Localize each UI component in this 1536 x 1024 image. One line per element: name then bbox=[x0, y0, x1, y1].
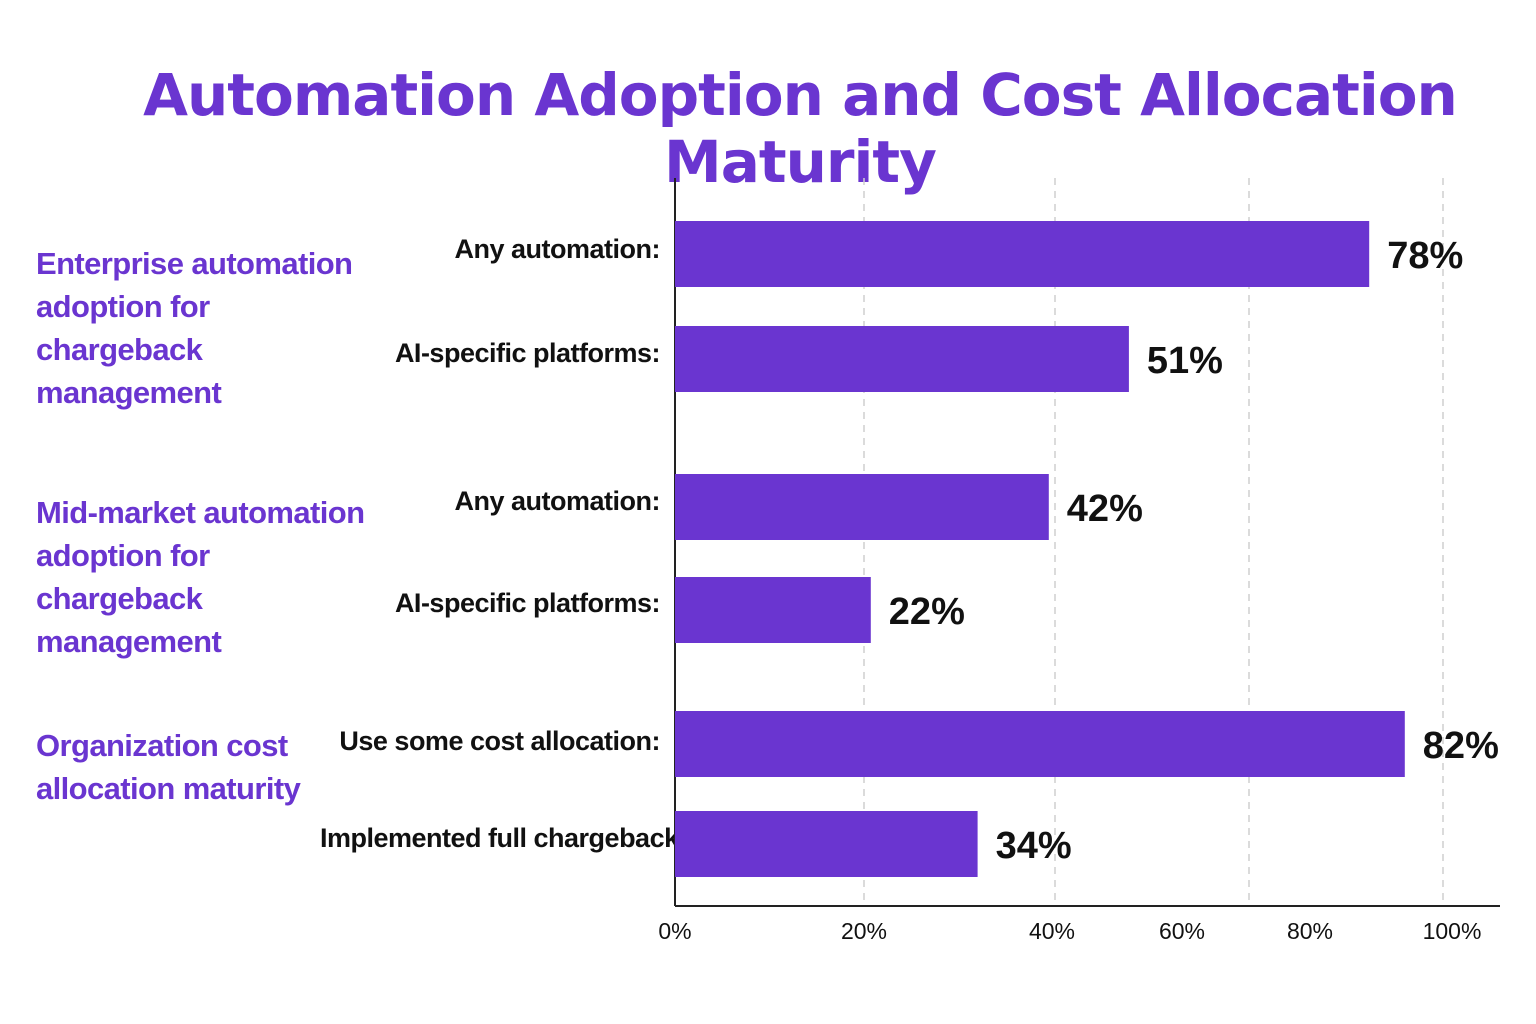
bar-value-label: 34% bbox=[996, 825, 1072, 867]
x-tick-label: 40% bbox=[1028, 918, 1076, 944]
bar-value-label: 78% bbox=[1387, 235, 1463, 277]
bar bbox=[675, 577, 871, 643]
bar bbox=[675, 711, 1405, 777]
bar bbox=[675, 326, 1129, 392]
group-label-enterprise: Enterprise automation adoption for charg… bbox=[36, 246, 353, 410]
bar-label-enterprise-ai: AI-specific platforms: bbox=[394, 338, 661, 368]
x-tick-label: 60% bbox=[1158, 918, 1206, 944]
group-label-mid-market: Mid-market automation adoption for charg… bbox=[36, 495, 365, 659]
bar bbox=[675, 474, 1049, 540]
bar-value-label: 51% bbox=[1147, 340, 1223, 382]
bar-value-label: 82% bbox=[1423, 725, 1499, 767]
group-label-cost-allocation: Organization cost allocation maturity bbox=[36, 728, 301, 806]
bar-label-enterprise-any: Any automation: bbox=[454, 234, 661, 264]
chart-title: Automation Adoption and Cost Allocation … bbox=[143, 61, 1458, 196]
bar-value-label: 42% bbox=[1067, 488, 1143, 530]
bar-label-midmarket-ai: AI-specific platforms: bbox=[394, 588, 661, 618]
bar-label-full-chargeback: Implemented full chargeback: bbox=[320, 823, 688, 853]
x-tick-label: 80% bbox=[1286, 918, 1334, 944]
bar-label-some-cost-allocation: Use some cost allocation: bbox=[339, 726, 660, 756]
bar-value-label: 22% bbox=[889, 591, 965, 633]
bar-label-midmarket-any: Any automation: bbox=[454, 486, 661, 516]
bar bbox=[675, 811, 978, 877]
bar bbox=[675, 221, 1370, 287]
x-tick-label: 0% bbox=[658, 918, 692, 944]
x-tick-label: 20% bbox=[840, 918, 888, 944]
x-tick-label: 100% bbox=[1422, 918, 1482, 944]
